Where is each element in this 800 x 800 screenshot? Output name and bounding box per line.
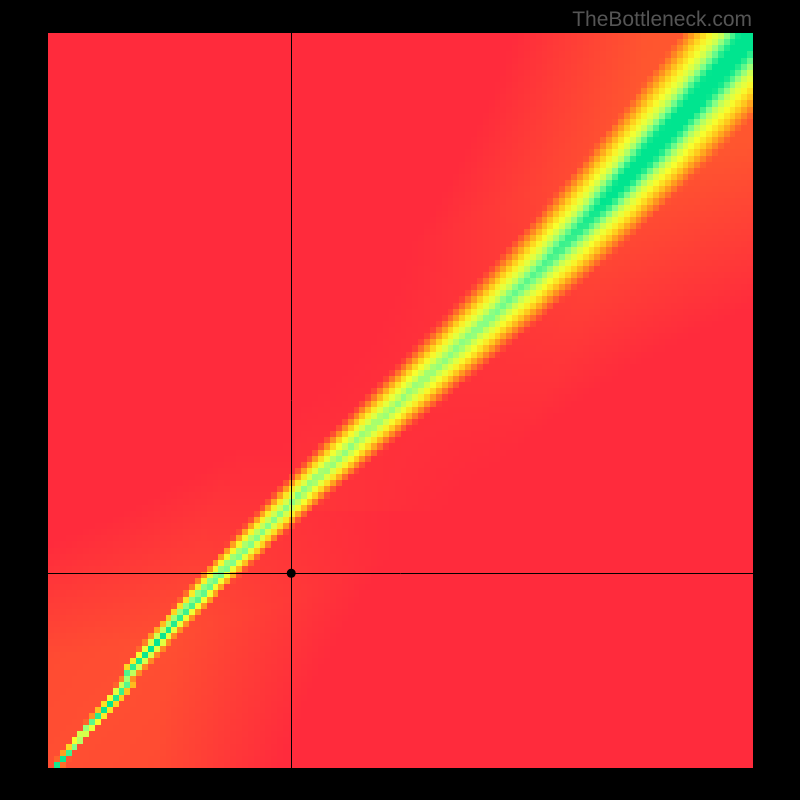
watermark-text: TheBottleneck.com <box>572 8 752 32</box>
chart-container: TheBottleneck.com <box>0 0 800 800</box>
bottleneck-heatmap <box>48 33 753 768</box>
